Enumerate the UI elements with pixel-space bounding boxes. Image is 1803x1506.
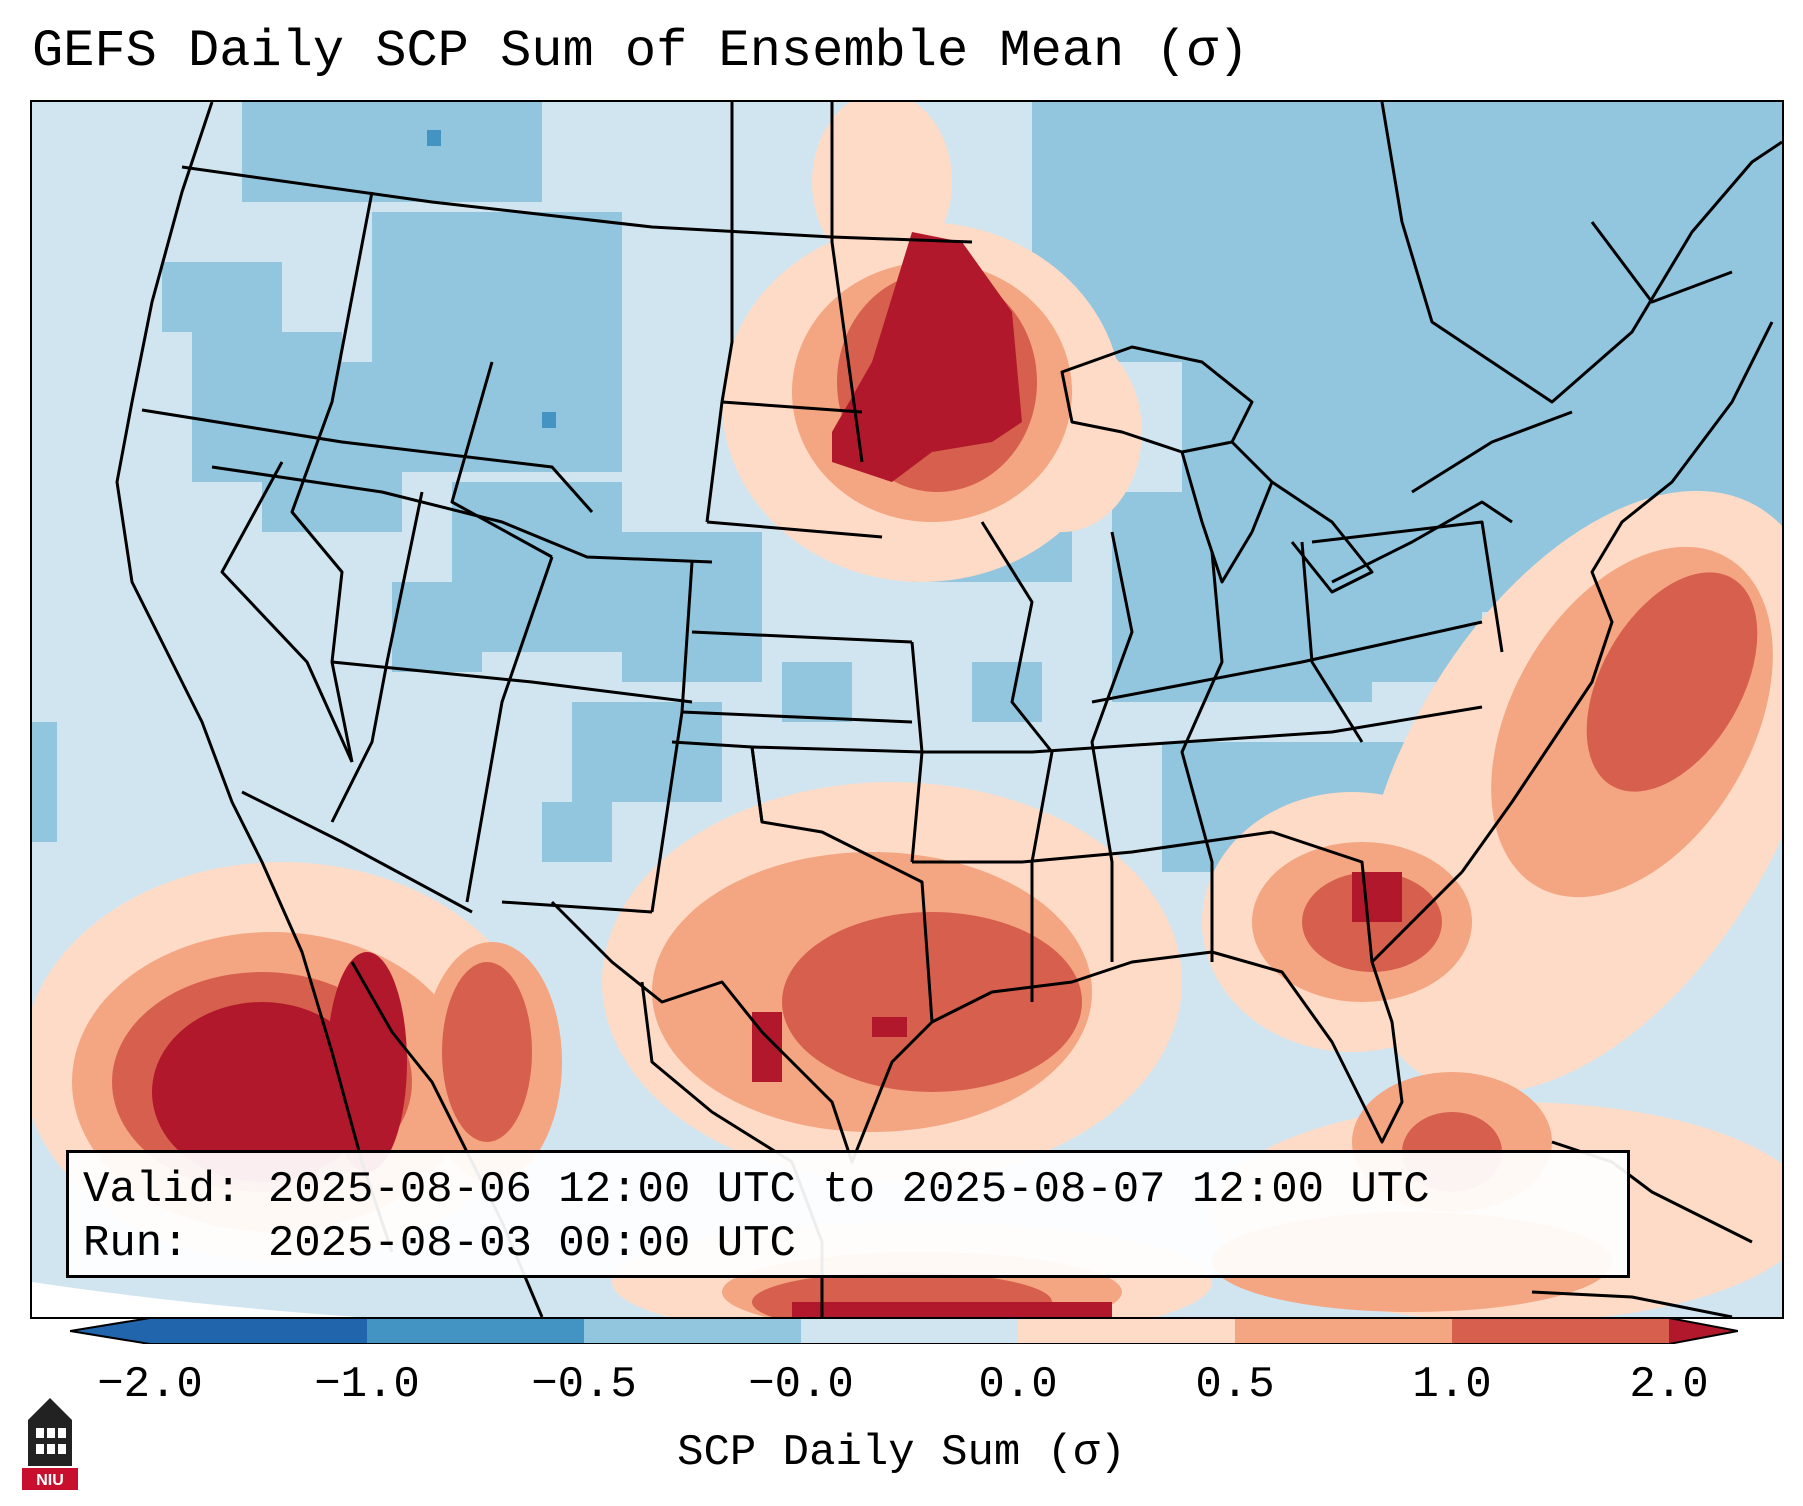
tower-roof — [28, 1398, 72, 1420]
valid-time-box: Valid: 2025-08-06 12:00 UTC to 2025-08-0… — [66, 1150, 1630, 1278]
run-value: 2025-08-03 00:00 UTC — [267, 1219, 796, 1269]
colorbar-tick: 0.0 — [978, 1360, 1058, 1410]
colorbar-bin — [1235, 1318, 1452, 1344]
valid-label: Valid: — [83, 1165, 242, 1215]
colorbar-tick: −0.0 — [748, 1360, 854, 1410]
logo-badge — [22, 1468, 78, 1490]
colorbar-label: SCP Daily Sum (σ) — [677, 1428, 1126, 1478]
scp-field-map — [32, 102, 1782, 1317]
tower-body — [28, 1420, 72, 1466]
run-label: Run: — [83, 1219, 189, 1269]
colorbar-bin — [1018, 1318, 1235, 1344]
colorbar-tick: 0.5 — [1195, 1360, 1275, 1410]
map-title: GEFS Daily SCP Sum of Ensemble Mean (σ) — [32, 22, 1249, 81]
colorbar-bin — [584, 1318, 801, 1344]
valid-value: 2025-08-06 12:00 UTC to 2025-08-07 12:00… — [267, 1165, 1430, 1215]
extreme-positive-regions — [152, 232, 1402, 1317]
colorbar — [70, 1318, 1738, 1344]
colorbar-tick: −2.0 — [97, 1360, 203, 1410]
map-panel — [30, 100, 1784, 1319]
logo-text: NIU — [36, 1472, 64, 1489]
university-tower-icon: NIU — [22, 1398, 78, 1490]
colorbar-extend-max — [1669, 1318, 1738, 1344]
colorbar-bin — [801, 1318, 1018, 1344]
colorbar-bin — [150, 1318, 367, 1344]
strong-negative-cells — [427, 130, 556, 428]
colorbar-bin — [1452, 1318, 1669, 1344]
colorbar-extend-min — [70, 1318, 150, 1344]
projection-edge — [32, 1282, 358, 1317]
colorbar-tick: 2.0 — [1629, 1360, 1709, 1410]
colorbar-tick: 1.0 — [1412, 1360, 1492, 1410]
colorbar-tick: −0.5 — [531, 1360, 637, 1410]
boundary-lines — [115, 102, 1782, 1317]
colorbar-bin — [367, 1318, 584, 1344]
negative-anomaly-regions — [32, 102, 1782, 962]
colorbar-tick: −1.0 — [314, 1360, 420, 1410]
